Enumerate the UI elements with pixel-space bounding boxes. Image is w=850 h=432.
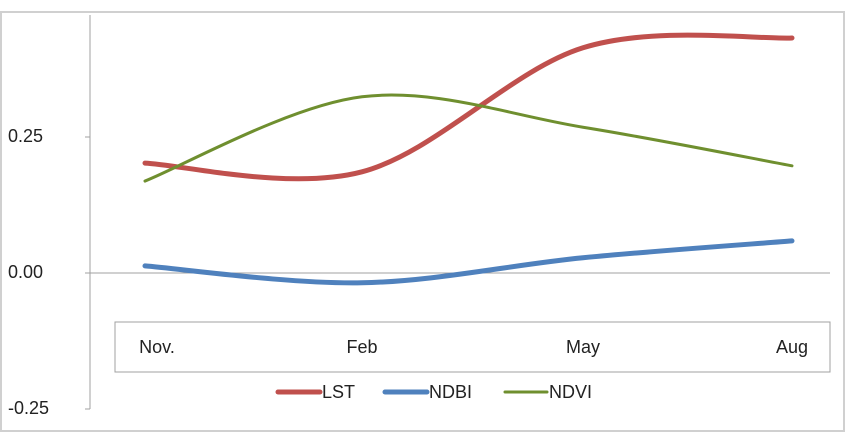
legend-label: NDVI <box>549 382 592 402</box>
legend-label: LST <box>322 382 355 402</box>
series-line <box>143 93 794 183</box>
y-tick-label: -0.25 <box>8 398 49 418</box>
series-line <box>142 32 795 182</box>
y-tick-label: 0.25 <box>8 126 43 146</box>
legend-label: NDBI <box>429 382 472 402</box>
category-box <box>114 321 831 373</box>
x-tick-label: Aug <box>776 337 808 357</box>
x-tick-label: May <box>566 337 600 357</box>
x-tick-label: Feb <box>346 337 377 357</box>
series-line <box>142 238 795 286</box>
x-tick-label: Nov. <box>139 337 175 357</box>
y-tick-label: 0.00 <box>8 262 43 282</box>
chart-border <box>0 11 845 432</box>
